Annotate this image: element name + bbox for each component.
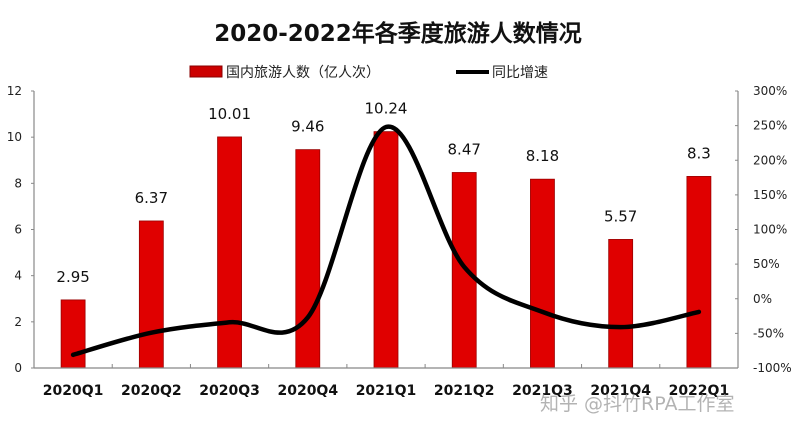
right-axis: -100% -50% 0% 50% 100% 150% 200% 250% 300% [735, 84, 792, 375]
right-axis-tick-label: 250% [753, 119, 787, 133]
right-axis-tick-label: 300% [753, 84, 787, 98]
chart-title: 2020-2022年各季度旅游人数情况 [214, 20, 582, 47]
bar-2022Q1 [686, 176, 712, 369]
right-axis-tick-label: 100% [753, 223, 787, 237]
legend-line-label: 同比增速 [492, 65, 548, 81]
left-axis-tick-label: 4 [14, 269, 22, 283]
right-axis-tick-label: 50% [753, 257, 780, 271]
bar-2020Q2 [138, 220, 164, 369]
right-axis-tick-label: 0% [753, 292, 772, 306]
left-axis-tick-label: 6 [14, 223, 22, 237]
bar-2020Q1 [60, 299, 86, 369]
x-axis-label: 2021Q2 [434, 383, 495, 399]
left-axis-tick-label: 12 [7, 84, 22, 98]
legend: 国内旅游人数（亿人次） 同比增速 [189, 65, 548, 81]
legend-bar-swatch [189, 65, 223, 78]
x-axis-label: 2020Q2 [121, 383, 182, 399]
right-axis-tick-label: -50% [753, 326, 784, 340]
x-axis: 2020Q1 2020Q2 2020Q3 2020Q4 2021Q1 2021Q2 2021… [34, 364, 738, 399]
right-axis-tick-label: 150% [753, 188, 787, 202]
x-axis-label: 2021Q4 [590, 383, 651, 399]
x-axis-label: 2021Q1 [356, 383, 417, 399]
left-axis-tick-label: 2 [14, 315, 22, 329]
left-axis-tick-label: 8 [14, 176, 22, 190]
bar-2021Q1 [373, 131, 399, 369]
data-label: 10.01 [208, 105, 251, 123]
right-axis-tick-label: 200% [753, 153, 787, 167]
x-axis-label: 2020Q1 [43, 383, 104, 399]
legend-bar-label: 国内旅游人数（亿人次） [226, 65, 380, 81]
bar-2020Q3 [217, 136, 242, 369]
data-labels: 2.95 6.37 10.01 9.46 10.24 8.47 8.18 5.57 8.3 [56, 100, 710, 286]
left-axis-tick-label: 10 [7, 130, 22, 144]
data-label: 9.46 [291, 118, 324, 136]
x-axis-label: 2020Q3 [199, 383, 260, 399]
left-axis: 0 2 4 6 8 10 12 [7, 84, 35, 375]
x-axis-label: 2022Q1 [669, 383, 730, 399]
data-label: 10.24 [365, 100, 408, 118]
watermark: 知乎 @抖竹RPA工作室 [540, 393, 734, 415]
bar-2020Q4 [295, 149, 321, 369]
x-axis-label: 2021Q3 [512, 383, 573, 399]
right-axis-tick-label: -100% [753, 361, 792, 375]
x-axis-label: 2020Q4 [277, 383, 338, 399]
yoy-growth-line [70, 124, 702, 358]
data-label: 5.57 [604, 207, 637, 225]
data-label: 8.3 [687, 144, 711, 162]
data-label: 8.47 [448, 140, 481, 158]
bar-2021Q3 [530, 178, 555, 369]
left-axis-tick-label: 0 [14, 361, 22, 375]
bars [60, 131, 712, 369]
data-label: 8.18 [526, 147, 559, 165]
data-label: 6.37 [135, 189, 168, 207]
bar-2021Q4 [608, 239, 634, 369]
data-label: 2.95 [56, 268, 89, 286]
